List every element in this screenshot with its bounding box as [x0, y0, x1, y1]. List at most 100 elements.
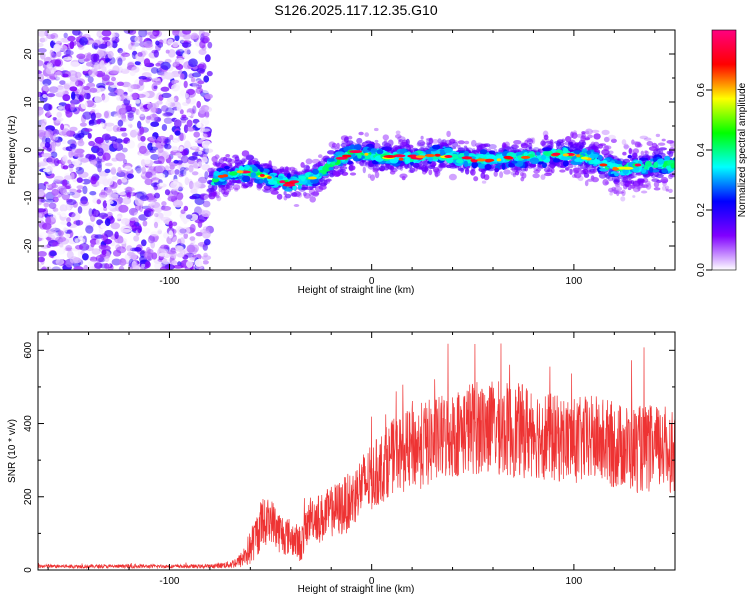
noise-blob	[121, 218, 130, 225]
noise-blob	[171, 260, 178, 265]
noise-blob	[110, 242, 120, 247]
noise-blob	[151, 252, 158, 260]
noise-blob	[165, 49, 170, 54]
noise-blob	[60, 210, 68, 218]
noise-blob	[117, 179, 123, 185]
spectral-blob	[537, 164, 544, 169]
noise-blob	[163, 209, 172, 217]
noise-blob	[80, 196, 88, 205]
noise-blob	[155, 62, 161, 67]
spectral-blob	[309, 196, 317, 203]
noise-blob	[138, 113, 144, 119]
snr-y-tick-label: 600	[23, 342, 34, 359]
noise-blob	[173, 95, 179, 103]
noise-blob	[160, 205, 172, 211]
spectral-blob	[520, 176, 525, 182]
spectral-blob	[630, 184, 636, 189]
noise-blob	[170, 170, 175, 175]
noise-blob	[94, 112, 102, 119]
noise-blob	[189, 213, 199, 221]
noise-blob	[54, 139, 62, 147]
noise-blob	[83, 217, 90, 226]
spectral-blob	[390, 165, 395, 171]
spectral-blob	[494, 167, 499, 173]
noise-blob	[114, 111, 121, 116]
noise-blob	[154, 212, 159, 218]
spectral-peak	[576, 154, 581, 158]
noise-blob	[171, 83, 180, 92]
noise-blob	[114, 88, 125, 96]
spectral-blob	[614, 172, 620, 177]
spectral-peak	[267, 176, 272, 179]
noise-blob	[84, 128, 93, 132]
spectral-blob	[412, 162, 420, 168]
spectral-blob	[668, 188, 673, 193]
noise-blob	[153, 165, 163, 174]
noise-blob	[169, 139, 180, 147]
spectral-blob	[553, 140, 562, 144]
noise-blob	[117, 191, 127, 196]
noise-blob	[38, 107, 44, 116]
noise-blob	[89, 256, 98, 262]
spectral-blob	[404, 157, 411, 164]
spectral-blob	[611, 188, 620, 193]
noise-blob	[146, 102, 157, 110]
spectral-blob	[439, 142, 448, 146]
spectral-blob	[432, 139, 439, 144]
noise-blob	[131, 208, 136, 216]
noise-blob	[160, 61, 171, 70]
noise-blob	[118, 107, 127, 115]
snr-x-tick-label: -100	[159, 576, 179, 587]
noise-blob	[93, 210, 98, 216]
spectral-blob	[579, 143, 584, 149]
spectral-peak	[599, 163, 608, 167]
noise-blob	[64, 184, 72, 190]
noise-blob	[83, 264, 89, 270]
spectral-blob	[520, 143, 529, 149]
spectral-blob	[463, 150, 470, 157]
spectral-blob	[608, 187, 614, 193]
spectral-blob	[397, 136, 406, 142]
noise-blob	[45, 198, 55, 203]
noise-blob	[189, 236, 196, 241]
spectral-blob	[323, 159, 327, 163]
noise-blob	[72, 159, 81, 166]
noise-blob	[179, 87, 187, 94]
spectral-blob	[623, 176, 627, 181]
noise-blob	[74, 237, 86, 244]
spectral-blob	[644, 153, 649, 158]
noise-blob	[190, 78, 196, 83]
spectral-blob	[214, 154, 220, 159]
noise-blob	[129, 129, 138, 138]
spectral-blob	[463, 160, 469, 168]
spectral-blob	[503, 169, 511, 175]
noise-blob	[46, 93, 56, 98]
noise-blob	[59, 80, 66, 85]
spectral-blob	[374, 171, 380, 179]
spectral-blob	[488, 144, 497, 150]
spectral-blob	[598, 172, 607, 179]
noise-blob	[179, 166, 187, 175]
spectral-blob	[584, 137, 591, 141]
noise-blob	[89, 86, 98, 95]
spectral-blob	[243, 158, 247, 162]
noise-blob	[50, 227, 61, 233]
spectral-blob	[460, 167, 464, 173]
noise-blob	[134, 247, 142, 252]
spectral-blob	[627, 186, 632, 191]
spectral-blob	[457, 140, 465, 145]
noise-blob	[45, 216, 52, 225]
noise-blob	[204, 171, 209, 180]
noise-blob	[157, 229, 162, 235]
noise-blob	[125, 109, 136, 115]
spectral-blob	[364, 132, 370, 137]
noise-blob	[67, 159, 72, 164]
noise-blob	[161, 201, 167, 207]
noise-blob	[73, 219, 84, 226]
spectral-blob	[420, 135, 424, 140]
snr-series-line	[38, 343, 675, 570]
noise-blob	[41, 123, 46, 131]
noise-blob	[47, 183, 59, 189]
spectral-blob	[591, 129, 600, 133]
